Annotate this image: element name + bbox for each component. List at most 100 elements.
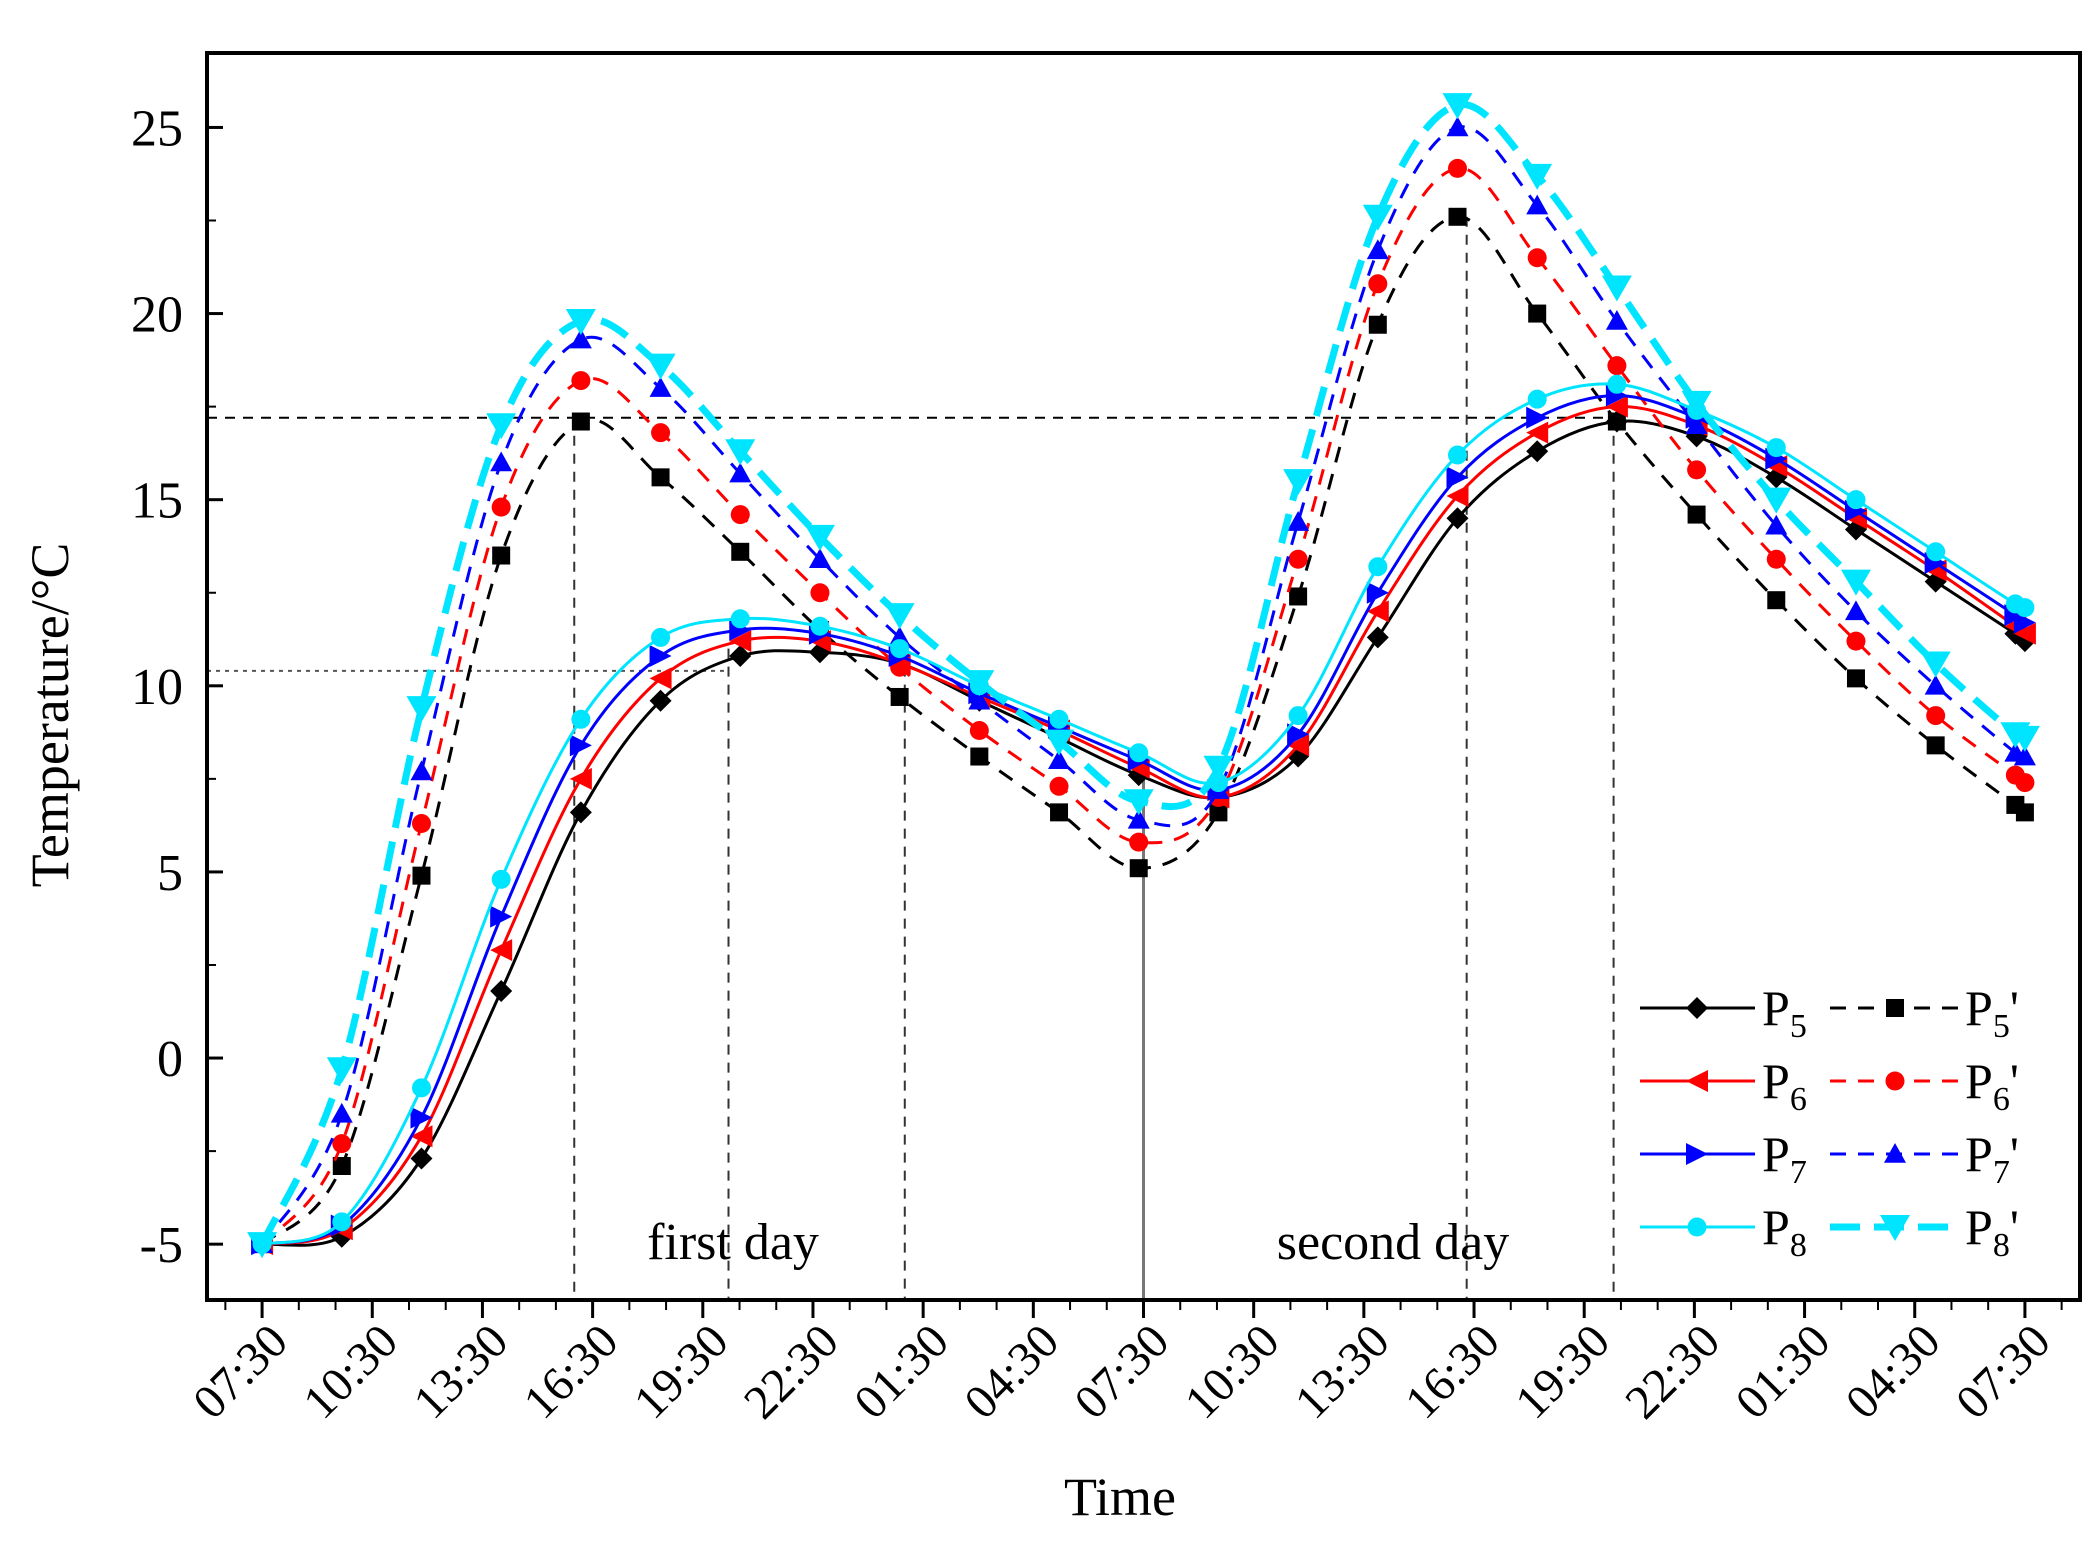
data-point [1446,466,1469,489]
data-point [1527,248,1547,268]
data-point [890,639,910,659]
y-tick-label: 20 [131,287,183,344]
data-point [1766,549,1786,569]
data-point [1605,395,1628,418]
data-point [1766,438,1786,458]
legend-label: P6 [1762,1053,1807,1118]
data-point [729,630,752,653]
data-point [810,583,830,603]
data-point [411,1078,431,1098]
legend-marker [1886,999,1904,1017]
data-point [565,309,596,336]
data-point [968,689,991,710]
data-point [1687,505,1706,524]
data-point [571,412,590,431]
data-point [1765,514,1788,535]
data-point [486,413,517,440]
data-point [2013,622,2036,645]
data-point [412,866,431,885]
data-point [491,497,511,517]
data-point [649,667,672,690]
y-tick-label: 0 [157,1031,183,1088]
data-point [492,546,511,565]
data-point [1607,356,1627,376]
data-point [1049,709,1069,729]
data-point [1287,511,1310,531]
legend-label: P5 [1762,980,1807,1045]
legend-label: P7 [1762,1126,1807,1191]
data-point [649,377,672,397]
legend-marker [1880,1215,1910,1241]
series-line [261,393,2027,1246]
data-point [1605,310,1628,330]
data-point [1926,542,1946,562]
data-point [729,462,752,483]
data-point [1446,507,1469,530]
data-point [970,747,989,766]
legend-label: P6' [1965,1053,2019,1118]
data-point [1050,803,1069,822]
data-point [406,696,437,723]
data-point [1448,445,1468,465]
data-point [569,734,592,757]
data-point [804,524,835,551]
legend-label: P8' [1965,1199,2019,1264]
data-point [1366,626,1389,649]
data-point [1526,406,1549,429]
data-point [1446,116,1469,137]
series-line [258,100,2029,1246]
data-point [1368,274,1388,294]
annotation-second-day: second day [1277,1214,1509,1271]
data-point [969,720,989,740]
data-point [330,1102,353,1123]
data-point [1129,743,1149,763]
data-point [1767,591,1786,610]
data-point [2015,803,2034,822]
data-point [1846,669,1865,688]
data-point [1526,440,1549,463]
annotation-first-day: first day [647,1214,819,1271]
data-point [332,1156,351,1175]
data-point [1366,600,1389,623]
data-point [890,687,909,706]
data-point [1129,832,1149,852]
data-point [884,603,915,630]
series-p6 [251,395,2036,1256]
data-point [491,869,511,889]
data-point [410,1106,433,1129]
data-point [1607,374,1627,394]
series-line [261,215,2027,1246]
legend-marker [1686,1143,1708,1165]
data-point [410,1125,433,1148]
data-point [1366,239,1389,260]
data-point [645,353,676,380]
data-point [1446,484,1469,507]
data-point [810,616,830,636]
data-point [1368,315,1387,334]
data-point [1920,651,1951,678]
data-point [490,451,513,472]
data-point [1601,275,1632,302]
series-line [261,382,2027,1246]
y-tick-label: -5 [140,1217,183,1274]
data-point [569,328,592,349]
legend-marker [1885,1071,1905,1091]
data-point [410,1147,433,1170]
data-point [1528,304,1547,323]
data-point [1368,557,1388,577]
legend-marker [1686,1070,1708,1092]
data-point [1687,460,1707,480]
data-point [1366,581,1389,604]
data-point [2013,611,2036,634]
data-point [571,709,591,729]
series-p7-prime [251,116,2036,1253]
legend-marker [1686,997,1708,1019]
data-point [1203,755,1234,782]
data-point [569,801,592,824]
data-point [651,423,671,443]
data-point [490,905,513,928]
data-point [2013,745,2036,766]
data-point [1527,389,1547,409]
